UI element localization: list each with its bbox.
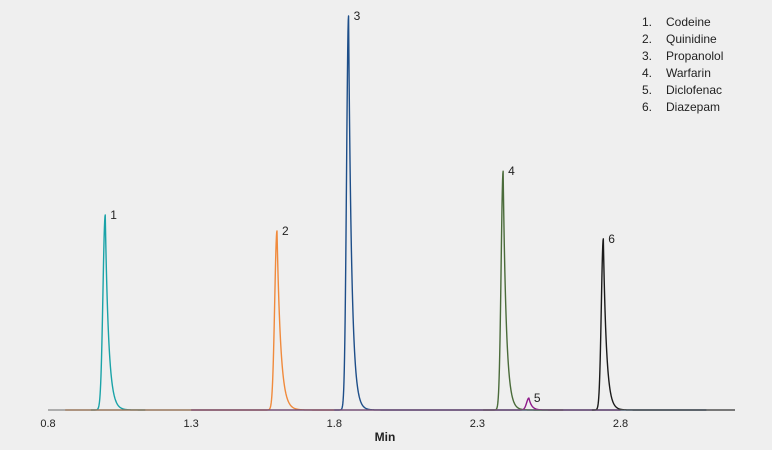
legend-entry-5: Diclofenac (666, 83, 722, 97)
legend-number-1: 1. (642, 15, 652, 29)
legend-entry-2: Quinidine (666, 32, 717, 46)
legend-entry-1: Codeine (666, 15, 711, 29)
x-axis-title: Min (375, 430, 396, 444)
series-line-6 (591, 238, 736, 411)
peak-label-4: 4 (508, 164, 515, 178)
x-tick-label-1: 0.8 (40, 418, 55, 430)
legend-number-4: 4. (642, 66, 652, 80)
peak-labels: 1 2 3 4 5 6 (110, 9, 615, 405)
peak-label-1: 1 (110, 208, 117, 222)
legend-number-2: 2. (642, 32, 652, 46)
x-tick-label-4: 2.3 (470, 418, 485, 430)
peak-label-2: 2 (282, 224, 289, 238)
peak-label-3: 3 (354, 9, 361, 23)
x-tick-label-3: 1.8 (327, 418, 342, 430)
series-line-5 (190, 397, 621, 411)
x-tick-labels: 0.8 1.3 1.8 2.3 2.8 (40, 418, 628, 430)
legend-number-5: 5. (642, 83, 652, 97)
series-line-1 (90, 214, 146, 411)
legend-entry-4: Warfarin (666, 66, 711, 80)
peak-label-6: 6 (608, 232, 615, 246)
legend: 1. Codeine 2. Quinidine 3. Propanolol 4. Warfar… (642, 15, 723, 114)
series-line-4 (482, 170, 564, 411)
legend-number-3: 3. (642, 49, 652, 63)
series-layer (64, 15, 736, 411)
legend-entry-6: Diazepam (666, 100, 720, 114)
legend-entry-3: Propanolol (666, 49, 723, 63)
x-tick-label-5: 2.8 (613, 418, 628, 430)
x-tick-label-2: 1.3 (183, 418, 198, 430)
peak-label-5: 5 (534, 391, 541, 405)
legend-number-6: 6. (642, 100, 652, 114)
